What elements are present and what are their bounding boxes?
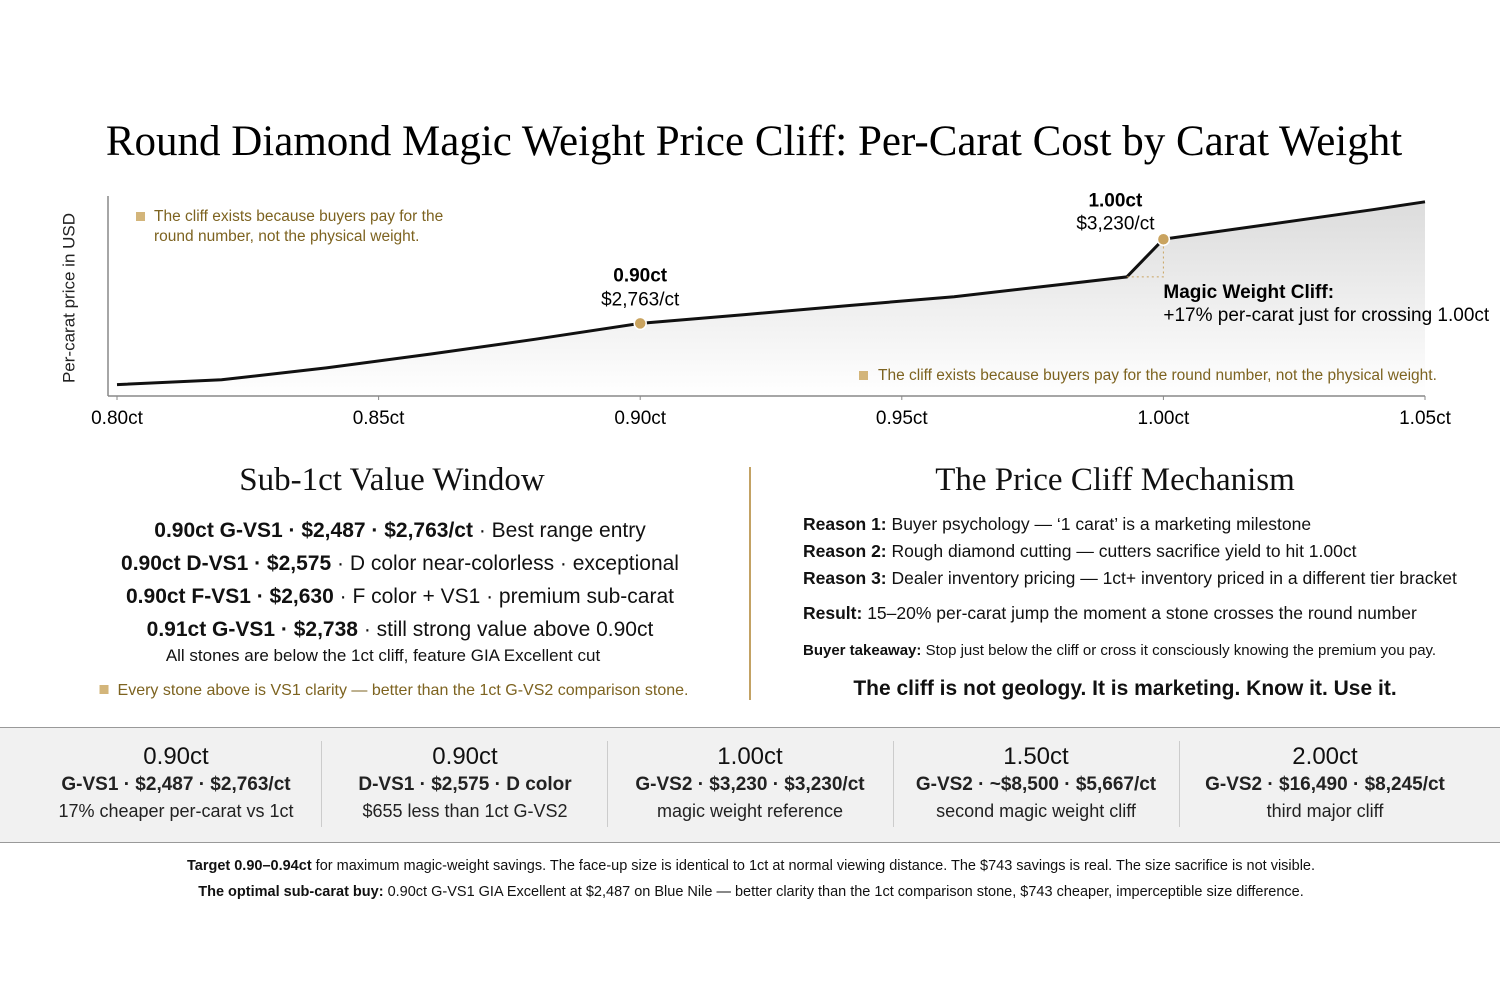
x-tick-label: 0.85ct [353, 408, 405, 429]
card-title: 2.00ct [1292, 743, 1358, 770]
x-tick-label: 0.80ct [91, 408, 143, 429]
reason: Reason 1: Buyer psychology — ‘1 carat’ i… [803, 511, 1457, 538]
card: 0.90ct G-VS1 · $2,487 · $2,763/ct 17% chea… [33, 742, 319, 824]
reason: Reason 3: Dealer inventory pricing — 1ct… [803, 565, 1457, 592]
cliff-title: Magic Weight Cliff: [1163, 282, 1334, 303]
card-title: 0.90ct [432, 743, 498, 770]
highlight-value: $2,763/ct [601, 289, 680, 310]
closing: The cliff is not geology. It is marketin… [853, 677, 1397, 700]
card: 1.00ct G-VS2 · $3,230 · $3,230/ct magic we… [607, 742, 893, 824]
card-divider [607, 741, 608, 827]
cliff-guide [1126, 239, 1164, 278]
takeaway: Buyer takeaway: Stop just below the clif… [803, 642, 1436, 659]
note: round number, not the physical weight. [154, 228, 419, 245]
footer-bold: The optimal sub-carat buy: [198, 884, 384, 900]
card-divider [893, 741, 894, 827]
footer-text: for maximum magic-weight savings. The fa… [315, 858, 1316, 874]
bullet [99, 685, 109, 694]
footer-bold: Target 0.90–0.94ct [186, 858, 312, 874]
card-line: G-VS2 · ~$8,500 · $5,667/ct [915, 774, 1157, 795]
card-line: G-VS2 · $16,490 · $8,245/ct [1205, 774, 1445, 795]
item-bold: 0.90ct D-VS1 · $2,575 [121, 552, 332, 575]
footer-line: Target 0.90–0.94ct for maximum magic-wei… [187, 858, 1315, 874]
card: 0.90ct D-VS1 · $2,575 · D color $655 less … [322, 742, 608, 824]
card-line: second magic weight cliff [936, 801, 1136, 821]
item-bold: 0.90ct G-VS1 · $2,487 · $2,763/ct [154, 519, 473, 542]
x-tick-label: 0.90ct [614, 408, 666, 429]
section-title: The Price Cliff Mechanism [935, 462, 1295, 498]
result: Result: 15–20% per-carat jump the moment… [803, 603, 1417, 624]
takeaway-label: Buyer takeaway: [803, 642, 922, 659]
note: Every stone above is VS1 clarity — bette… [99, 682, 689, 700]
value-list: 0.90ct G-VS1 · $2,487 · $2,763/ct · Best… [121, 514, 679, 646]
item-text: · D color near-colorless · exceptional [337, 552, 679, 575]
line [116, 200, 1426, 387]
card-divider [321, 741, 322, 827]
reason-label: Reason 3: [803, 568, 887, 588]
card-title: 0.90ct [143, 743, 209, 770]
x-tick-label: 0.95ct [876, 408, 928, 429]
note-text: Every stone above is VS1 clarity — bette… [117, 682, 689, 699]
highlight-label: 0.90ct [613, 265, 668, 286]
card-line: G-VS2 · $3,230 · $3,230/ct [635, 774, 865, 795]
card-line: D-VS1 · $2,575 · D color [358, 774, 572, 795]
bullet [859, 371, 868, 380]
reason-text: Buyer psychology — ‘1 carat’ is a market… [891, 514, 1312, 534]
card-title: 1.50ct [1003, 743, 1069, 770]
item-text: · Best range entry [478, 519, 646, 542]
footer-text: 0.90ct G-VS1 GIA Excellent at $2,487 on … [387, 884, 1304, 900]
highlight-point [633, 316, 647, 331]
card-line: 17% cheaper per-carat vs 1ct [58, 801, 294, 821]
note: The cliff exists because buyers pay for … [154, 208, 443, 225]
item-bold: 0.90ct F-VS1 · $2,630 [126, 585, 334, 608]
chart-title: Round Diamond Magic Weight Price Cliff: … [106, 118, 1402, 165]
card-title: 1.00ct [717, 743, 783, 770]
footnote: All stones are below the 1ct cliff, feat… [165, 646, 601, 665]
result-label: Result: [803, 603, 863, 623]
y-axis-label: Per-carat price in USD [59, 213, 78, 383]
takeaway-text: Stop just below the cliff or cross it co… [925, 642, 1437, 659]
x-tick-label: 1.05ct [1399, 408, 1451, 429]
card-line: third major cliff [1266, 801, 1384, 821]
cliff-text: +17% per-carat just for crossing 1.00ct [1163, 305, 1490, 326]
value-item: 0.90ct D-VS1 · $2,575 · D color near-col… [121, 547, 679, 580]
reason-text: Rough diamond cutting — cutters sacrific… [891, 541, 1357, 561]
note: The cliff exists because buyers pay for … [878, 367, 1437, 384]
result-text: 15–20% per-carat jump the moment a stone… [867, 603, 1417, 623]
area [117, 201, 1425, 396]
card-divider [1179, 741, 1180, 827]
reasons: Reason 1: Buyer psychology — ‘1 carat’ i… [803, 511, 1457, 592]
reason-label: Reason 2: [803, 541, 887, 561]
reason-label: Reason 1: [803, 514, 887, 534]
item-text: · F color + VS1 · premium sub-carat [339, 585, 674, 608]
section-title: Sub-1ct Value Window [239, 462, 545, 498]
cards-band [0, 727, 1500, 843]
bullet [136, 212, 145, 221]
highlight-point [1156, 232, 1171, 246]
value-item: 0.90ct F-VS1 · $2,630 · F color + VS1 · … [121, 580, 679, 613]
card-line: G-VS1 · $2,487 · $2,763/ct [61, 774, 291, 795]
value-item: 0.90ct G-VS1 · $2,487 · $2,763/ct · Best… [121, 514, 679, 547]
card-line: magic weight reference [656, 801, 844, 821]
reason: Reason 2: Rough diamond cutting — cutter… [803, 538, 1457, 565]
divider [749, 467, 751, 700]
x-tick-label: 1.00ct [1138, 408, 1190, 429]
card: 2.00ct G-VS2 · $16,490 · $8,245/ct third m… [1182, 742, 1468, 824]
highlight-label: 1.00ct [1088, 190, 1143, 211]
card-line: $655 less than 1ct G-VS2 [362, 801, 568, 821]
chart: Round Diamond Magic Weight Price Cliff: … [59, 118, 1490, 429]
value-item: 0.91ct G-VS1 · $2,738 · still strong val… [121, 613, 679, 646]
item-text: · still strong value above 0.90ct [363, 618, 654, 641]
footer-line: The optimal sub-carat buy: 0.90ct G-VS1 … [198, 884, 1304, 900]
highlight-value: $3,230/ct [1076, 213, 1155, 234]
reason-text: Dealer inventory pricing — 1ct+ inventor… [891, 568, 1457, 588]
card: 1.50ct G-VS2 · ~$8,500 · $5,667/ct second … [893, 742, 1179, 824]
item-bold: 0.91ct G-VS1 · $2,738 [146, 618, 358, 641]
